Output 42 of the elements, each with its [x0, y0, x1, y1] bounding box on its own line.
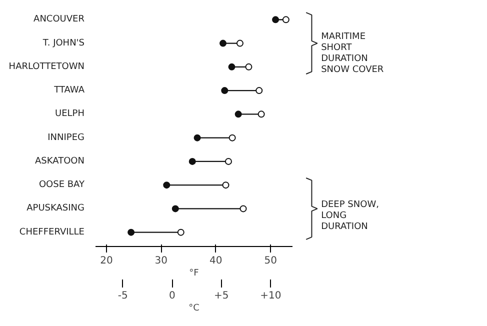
point — [177, 228, 184, 236]
point — [224, 158, 232, 165]
point — [172, 205, 179, 212]
point — [222, 182, 230, 189]
point — [188, 158, 196, 165]
x2-tick-label: +10 — [260, 290, 282, 302]
point — [228, 63, 236, 70]
point — [236, 40, 244, 47]
x-tick-label: 40 — [210, 256, 222, 266]
point — [228, 134, 236, 142]
x-tick-label: 50 — [264, 256, 277, 266]
text: MARITIME SHORT DURATION SNOW COVER — [321, 32, 384, 75]
y-tick-label: T. JOHN'S — [42, 38, 85, 48]
point — [220, 40, 227, 47]
y-tick-label: APUSKASING — [26, 204, 85, 214]
x2-tick-label: -5 — [118, 290, 128, 302]
point — [221, 87, 228, 94]
y-tick-label: ASKATOON — [35, 156, 85, 166]
point — [256, 87, 263, 94]
y-tick-label: TTAWA — [53, 86, 86, 96]
x2-tick-label: +5 — [214, 290, 229, 302]
point — [282, 16, 290, 24]
x-axis-title: °F — [189, 268, 199, 278]
point — [258, 110, 265, 118]
y-tick-label: CHEFFERVILLE — [19, 227, 85, 238]
x2-axis-title: °C — [188, 304, 200, 314]
y-tick-label: OOSE BAY — [38, 180, 85, 190]
point — [163, 182, 170, 189]
y-tick-label: UELPH — [55, 109, 84, 120]
point — [245, 63, 252, 70]
point — [240, 205, 247, 212]
y-tick-label: INNIPEG — [48, 132, 85, 143]
text: DEEP SNOW, LONG DURATION — [321, 200, 379, 232]
y-tick-label: HARLOTTETOWN — [8, 62, 85, 72]
x2-tick-label: 0 — [168, 290, 176, 302]
x-tick-label: 30 — [154, 256, 168, 266]
y-tick-label: ANCOUVER — [34, 14, 85, 25]
point — [272, 16, 280, 24]
point — [128, 228, 135, 236]
x-tick-label: 20 — [100, 256, 113, 266]
point — [194, 134, 201, 142]
point — [234, 110, 242, 118]
